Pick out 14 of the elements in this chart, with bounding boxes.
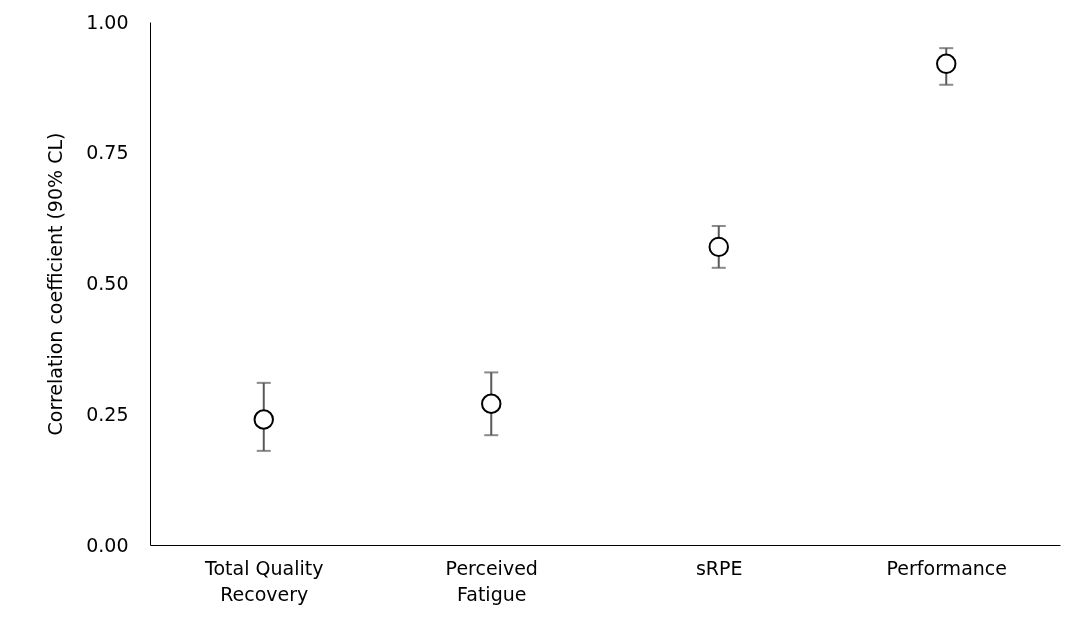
y-tick-label: 0.50 xyxy=(86,272,129,294)
x-tick-label: sRPE xyxy=(695,556,743,579)
point xyxy=(253,409,274,430)
y-tick-label: 0.00 xyxy=(86,533,129,556)
point xyxy=(936,53,957,75)
point xyxy=(481,393,502,414)
y-axis-title: Correlation coefficient (90% CL) xyxy=(44,132,67,436)
x-tick-label: Total Quality Recovery xyxy=(204,556,324,605)
x-tick-label: Performance xyxy=(886,556,1007,579)
y-tick-label: 0.25 xyxy=(86,402,129,425)
point xyxy=(708,236,729,258)
y-tick-label: 0.75 xyxy=(86,141,129,164)
x-tick-label: Perceived Fatigue xyxy=(445,556,538,605)
y-tick-label: 1.00 xyxy=(86,10,129,33)
